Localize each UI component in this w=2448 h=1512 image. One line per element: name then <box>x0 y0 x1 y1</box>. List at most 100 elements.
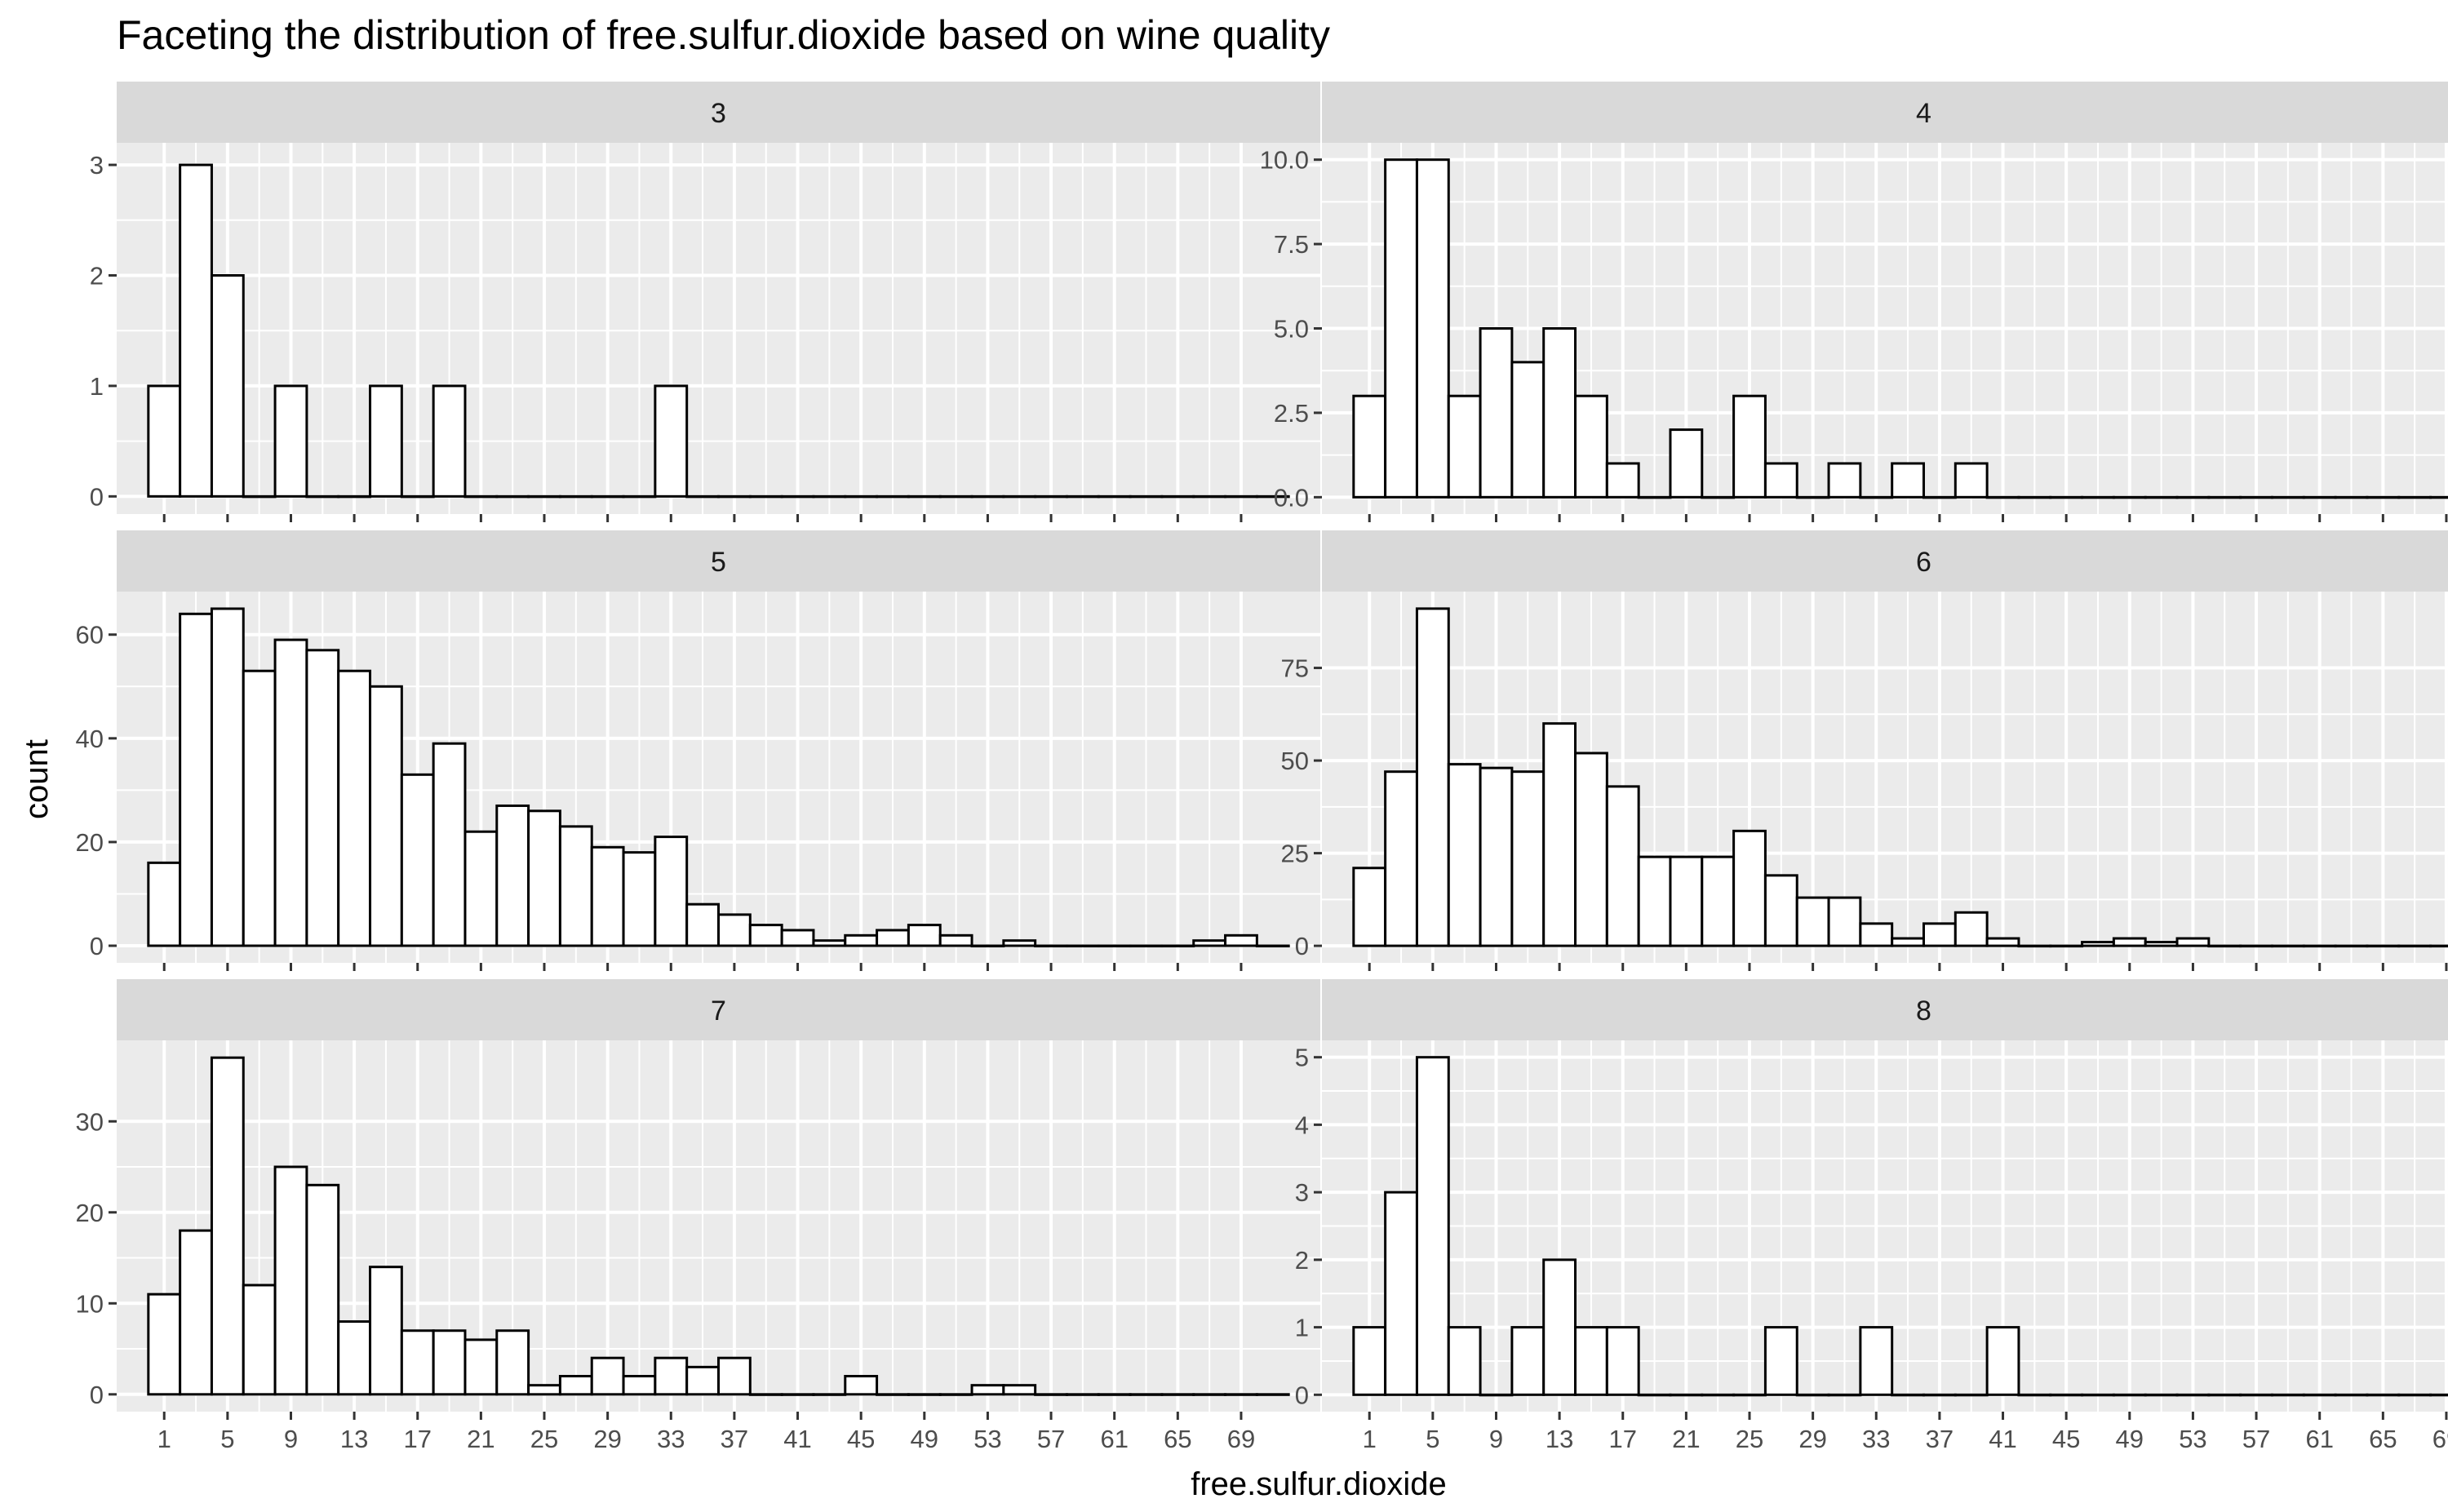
histogram-bar <box>1447 763 1482 947</box>
histogram-bar <box>305 494 340 499</box>
histogram-bar <box>2239 1393 2273 1397</box>
y-tick-label: 20 <box>76 828 104 857</box>
y-tick-label: 1 <box>1295 1314 1309 1342</box>
histogram-bar <box>2175 1393 2211 1397</box>
histogram-bar <box>685 1365 720 1396</box>
y-tick-label: 30 <box>76 1107 104 1136</box>
y-tick-label: 2 <box>90 262 104 290</box>
histogram-bar <box>2144 1393 2179 1397</box>
histogram-bar <box>1954 911 1989 947</box>
histogram-bar <box>400 1329 435 1396</box>
x-tick-label: 25 <box>530 1425 558 1453</box>
histogram-bar <box>876 494 910 499</box>
histogram-bar <box>400 773 435 947</box>
histogram-bar <box>2112 495 2147 499</box>
histogram-bar <box>2049 944 2084 948</box>
histogram-bar <box>2112 937 2147 947</box>
histogram-bar <box>1002 494 1037 499</box>
x-tick-label: 41 <box>1989 1425 2016 1453</box>
x-tick-label: 45 <box>847 1425 875 1453</box>
facet-strip-label: 5 <box>711 547 726 578</box>
histogram-bar <box>2302 944 2337 948</box>
facet-strip-label: 7 <box>711 995 726 1026</box>
histogram-bar <box>2049 1393 2084 1397</box>
facet-strip <box>117 82 1320 143</box>
histogram-bar <box>717 913 752 947</box>
histogram-bar <box>2366 944 2401 948</box>
histogram-bar <box>210 274 245 498</box>
y-tick-label: 2.5 <box>1274 399 1309 428</box>
histogram-bar <box>527 809 561 947</box>
histogram-bar <box>1192 1393 1227 1396</box>
histogram-bar <box>1701 855 1736 947</box>
histogram-bar <box>1922 922 1957 947</box>
histogram-bar <box>1129 494 1164 499</box>
histogram-bar <box>179 612 213 947</box>
histogram-bar <box>970 494 1005 499</box>
histogram-bar <box>1160 494 1195 499</box>
x-tick-label: 69 <box>2432 1425 2448 1453</box>
histogram-bar <box>1224 494 1258 499</box>
histogram-bar <box>1447 1326 1482 1396</box>
histogram-bar <box>780 1393 815 1396</box>
y-tick-label: 10 <box>76 1289 104 1318</box>
histogram-bar <box>1795 495 1830 499</box>
histogram-bar <box>1255 494 1290 499</box>
histogram-bar <box>1827 462 1862 499</box>
histogram-bar <box>1732 394 1767 499</box>
histogram-bar <box>1605 1326 1640 1396</box>
y-tick-label: 0 <box>90 482 104 511</box>
histogram-bar <box>2429 944 2448 948</box>
histogram-bar <box>558 1375 593 1396</box>
histogram-bar <box>1129 1393 1164 1396</box>
histogram-bar <box>337 669 372 947</box>
histogram-bar <box>179 163 213 498</box>
x-tick-label: 29 <box>593 1425 621 1453</box>
histogram-bar <box>2207 944 2242 948</box>
histogram-bar <box>685 494 720 499</box>
y-axis-title: count <box>19 739 55 819</box>
y-tick-label: 5 <box>1295 1044 1309 1072</box>
y-tick-label: 0 <box>1295 1381 1309 1409</box>
histogram-bar <box>1065 1393 1100 1396</box>
histogram-bar <box>1065 494 1100 499</box>
histogram-bar <box>1637 855 1672 947</box>
x-tick-label: 41 <box>783 1425 811 1453</box>
histogram-bar <box>622 494 657 499</box>
histogram-bar <box>1415 158 1450 499</box>
histogram-bar <box>654 384 689 498</box>
histogram-bar <box>1669 428 1704 499</box>
x-tick-label: 21 <box>467 1425 494 1453</box>
x-tick-label: 13 <box>340 1425 368 1453</box>
histogram-bar <box>527 494 561 499</box>
histogram-bar <box>369 685 403 947</box>
histogram-bar <box>1352 394 1387 499</box>
facet-strip-label: 4 <box>1916 98 1931 129</box>
x-tick-label: 65 <box>1164 1425 1191 1453</box>
histogram-bar <box>1574 752 1608 947</box>
histogram-bar <box>1763 874 1798 947</box>
y-tick-label: 0 <box>90 1381 104 1409</box>
x-tick-label: 21 <box>1672 1425 1700 1453</box>
x-tick-label: 29 <box>1798 1425 1826 1453</box>
x-tick-label: 5 <box>220 1425 234 1453</box>
histogram-bar <box>590 1356 625 1396</box>
histogram-bar <box>1384 770 1418 947</box>
histogram-bar <box>463 1338 499 1396</box>
histogram-bar <box>1985 937 2020 947</box>
histogram-bar <box>938 494 973 499</box>
x-tick-label: 33 <box>657 1425 685 1453</box>
histogram-bar <box>1795 1393 1830 1397</box>
histogram-bar <box>1160 944 1195 948</box>
histogram-bar <box>1574 1326 1608 1396</box>
histogram-bar <box>1795 896 1830 947</box>
histogram-bar <box>2144 941 2179 947</box>
histogram-bar <box>432 742 467 947</box>
x-tick-label: 25 <box>1736 1425 1763 1453</box>
x-tick-label: 53 <box>2179 1425 2206 1453</box>
histogram-bar <box>558 494 593 499</box>
x-tick-label: 13 <box>1546 1425 1573 1453</box>
histogram-bar <box>748 924 783 947</box>
